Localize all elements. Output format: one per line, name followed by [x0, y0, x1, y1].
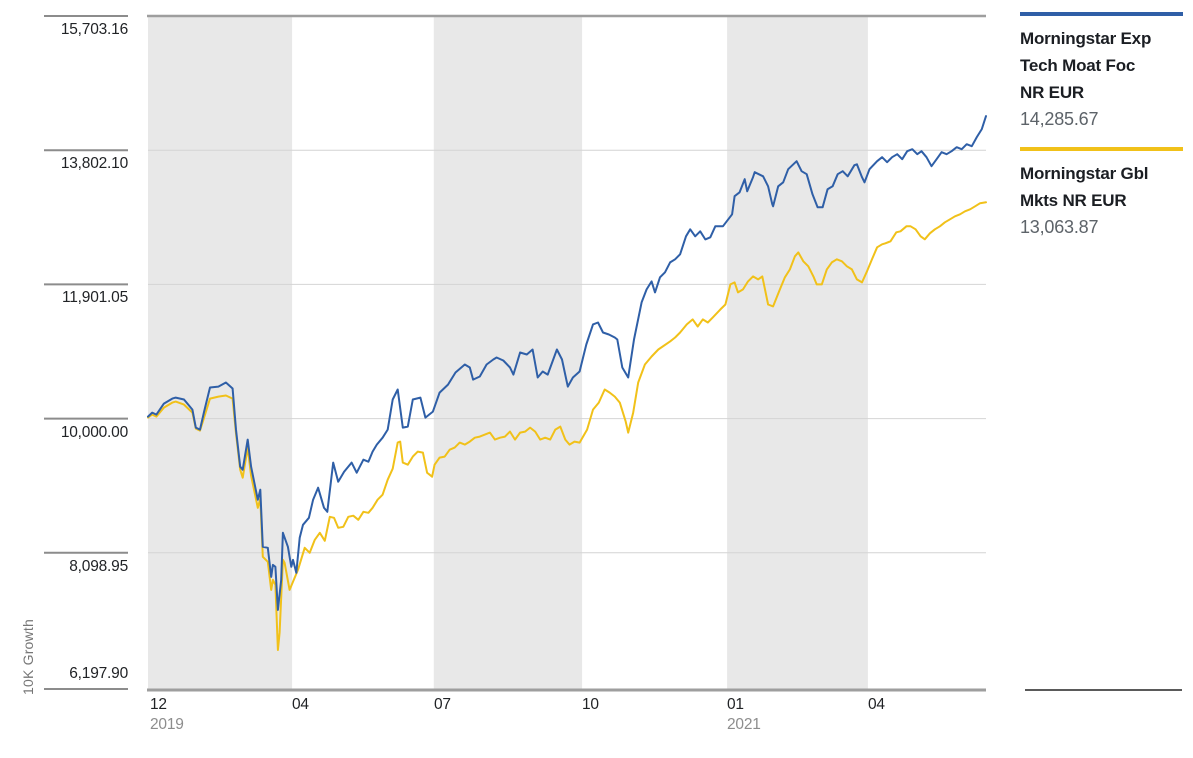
y-axis-label: 11,901.05 — [61, 289, 128, 306]
series-line-gbl-mkts[interactable] — [147, 201, 987, 651]
shaded-band — [727, 17, 868, 690]
legend-value-gbl-mkts: 13,063.87 — [1020, 217, 1099, 237]
shaded-band — [148, 17, 293, 690]
y-axis-label: 8,098.95 — [69, 558, 128, 575]
y-axis-label: 13,802.10 — [60, 155, 128, 172]
x-axis-tick-label: 10 — [582, 696, 599, 713]
legend-name-gbl-mkts: Morningstar Gbl Mkts NR EUR — [1020, 160, 1186, 214]
legend-swatch-gbl-mkts — [1020, 147, 1183, 151]
x-axis-tick-label: 12 — [150, 696, 167, 713]
y-axis-label: 10,000.00 — [60, 424, 128, 441]
legend-name-line: Morningstar Gbl — [1020, 164, 1149, 183]
legend-name-tech-moat: Morningstar Exp Tech Moat Foc NR EUR — [1020, 25, 1186, 106]
legend-name-line: NR EUR — [1020, 83, 1084, 102]
legend-divider — [1025, 689, 1182, 691]
x-axis-year-label: 2019 — [150, 716, 184, 733]
y-axis-label: 6,197.90 — [69, 665, 128, 682]
y-axis-label: 15,703.16 — [60, 21, 128, 38]
x-axis-tick-label: 04 — [868, 696, 885, 713]
shaded-band — [433, 17, 583, 690]
legend-entry-gbl-mkts[interactable]: Morningstar Gbl Mkts NR EUR 13,063.87 — [1020, 147, 1186, 241]
x-axis-tick-label: 07 — [434, 696, 451, 713]
legend-name-line: Tech Moat Foc — [1020, 56, 1136, 75]
legend-value-tech-moat: 14,285.67 — [1020, 109, 1099, 129]
y-axis-title: 10K Growth — [20, 619, 36, 695]
x-axis-tick-label: 01 — [727, 696, 744, 713]
x-axis-year-label: 2021 — [727, 716, 761, 733]
legend-swatch-tech-moat — [1020, 12, 1183, 16]
legend-name-line: Morningstar Exp — [1020, 29, 1152, 48]
legend-entry-tech-moat[interactable]: Morningstar Exp Tech Moat Foc NR EUR 14,… — [1020, 12, 1186, 133]
series-line-tech-moat[interactable] — [147, 115, 987, 611]
legend: Morningstar Exp Tech Moat Foc NR EUR 14,… — [1020, 12, 1186, 241]
legend-name-line: Mkts NR EUR — [1020, 191, 1127, 210]
x-axis-tick-label: 04 — [292, 696, 309, 713]
